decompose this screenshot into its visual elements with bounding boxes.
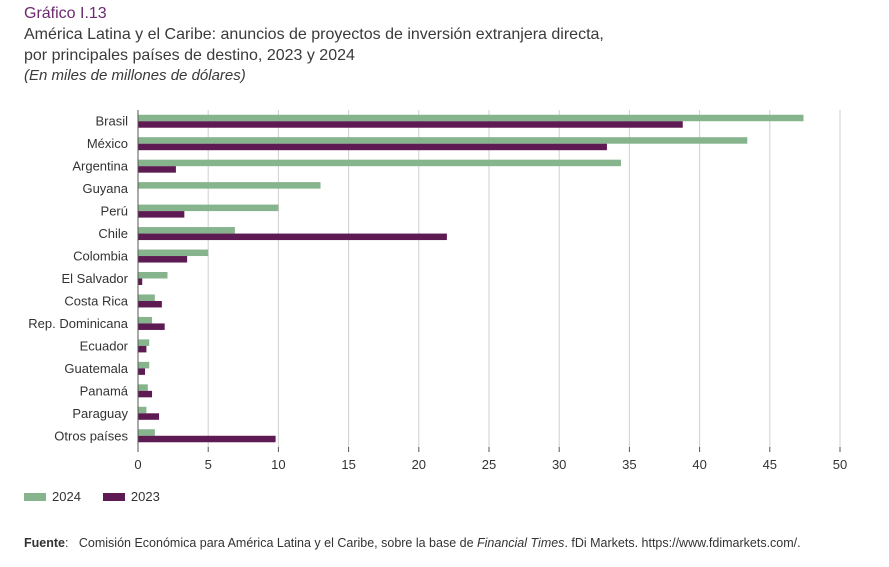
- source-text-end: . fDi Markets. https://www.fdimarkets.co…: [564, 536, 801, 550]
- x-tick-label-10: 10: [271, 457, 285, 472]
- bar-2023-mexico: [138, 143, 607, 151]
- bar-2023-panama: [138, 390, 153, 398]
- category-label-ecuador: Ecuador: [80, 338, 129, 353]
- category-label-el-salvador: El Salvador: [62, 271, 129, 286]
- legend-label-2024: 2024: [52, 489, 81, 504]
- category-label-brasil: Brasil: [95, 114, 128, 129]
- legend-item-2024: 2024: [24, 489, 81, 504]
- bar-2023-paraguay: [138, 413, 160, 420]
- x-tick-label-45: 45: [763, 457, 777, 472]
- x-tick-label-25: 25: [482, 457, 496, 472]
- bar-2024-rep-dominicana: [138, 316, 153, 324]
- x-tick-label-40: 40: [692, 457, 706, 472]
- x-axis-ticks: 0 5 10 15 20 25 30 35 40 45 50: [134, 447, 847, 472]
- x-tick-label-15: 15: [341, 457, 355, 472]
- category-labels: Brasil México Argentina Guyana Perú Chile Colo…: [28, 114, 128, 444]
- bar-2024-guyana: [138, 182, 321, 189]
- chart-header: Gráfico I.13 América Latina y el Caribe:…: [24, 4, 874, 86]
- category-label-otros-paises: Otros países: [54, 428, 128, 443]
- x-tick-label-5: 5: [205, 457, 212, 472]
- bar-2024-guatemala: [138, 361, 150, 369]
- category-label-peru: Perú: [101, 204, 128, 219]
- source-text: Comisión Económica para América Latina y…: [78, 536, 478, 550]
- bar-2024-costa-rica: [138, 294, 155, 301]
- source-label: Fuente: [24, 536, 65, 550]
- bar-2023-rep-dominicana: [138, 323, 165, 330]
- category-label-mexico: México: [87, 136, 128, 151]
- figure-number: Gráfico I.13: [24, 5, 107, 22]
- bar-2024-chile: [138, 227, 235, 234]
- bar-2023-brasil: [138, 121, 683, 128]
- bar-2024-otros-paises: [138, 429, 155, 436]
- chart-title-line-2: por principales países de destino, 2023 …: [24, 47, 355, 64]
- bar-2024-ecuador: [138, 339, 150, 346]
- bar-2023-argentina: [138, 166, 176, 173]
- bar-2023-colombia: [138, 256, 188, 263]
- x-tick-label-20: 20: [412, 457, 426, 472]
- bar-2024-brasil: [138, 114, 804, 122]
- category-label-guatemala: Guatemala: [64, 361, 128, 376]
- x-tick-label-0: 0: [134, 457, 141, 472]
- source-note: Fuente: Comisión Económica para América …: [24, 536, 801, 550]
- bar-2023-peru: [138, 211, 185, 218]
- legend-swatch-2024: [24, 492, 46, 501]
- category-label-costa-rica: Costa Rica: [64, 293, 128, 308]
- bar-2024-colombia: [138, 249, 209, 257]
- bar-2023-otros-paises: [138, 435, 276, 443]
- bar-2024-peru: [138, 204, 279, 212]
- bar-chart: Brasil México Argentina Guyana Perú Chile Colo…: [28, 110, 847, 472]
- category-label-guyana: Guyana: [82, 181, 128, 196]
- bars: [138, 114, 804, 443]
- bar-2024-panama: [138, 384, 148, 391]
- category-label-rep-dominicana: Rep. Dominicana: [28, 316, 128, 331]
- bar-2024-argentina: [138, 159, 621, 167]
- legend: 2024 2023: [24, 489, 182, 504]
- category-label-chile: Chile: [98, 226, 128, 241]
- bar-2023-el-salvador: [138, 278, 143, 285]
- x-tick-label-50: 50: [833, 457, 847, 472]
- legend-label-2023: 2023: [130, 489, 160, 504]
- category-label-panama: Panamá: [80, 383, 129, 398]
- x-tick-label-35: 35: [622, 457, 636, 472]
- bar-2024-el-salvador: [138, 272, 168, 279]
- category-label-colombia: Colombia: [73, 249, 129, 264]
- category-label-argentina: Argentina: [72, 159, 128, 174]
- bar-2024-mexico: [138, 137, 748, 144]
- bar-2023-guatemala: [138, 368, 146, 375]
- category-label-paraguay: Paraguay: [72, 406, 128, 421]
- legend-item-2023: 2023: [102, 489, 160, 504]
- bar-2023-ecuador: [138, 345, 147, 353]
- bar-2024-paraguay: [138, 406, 147, 414]
- source-italic: Financial Times: [477, 536, 565, 550]
- x-tick-label-30: 30: [552, 457, 566, 472]
- chart-title-line-1: América Latina y el Caribe: anuncios de …: [24, 26, 604, 43]
- bar-2023-chile: [138, 233, 447, 241]
- chart-units: (En miles de millones de dólares): [24, 67, 246, 84]
- legend-swatch-2023: [102, 492, 125, 501]
- bar-2023-costa-rica: [138, 300, 162, 308]
